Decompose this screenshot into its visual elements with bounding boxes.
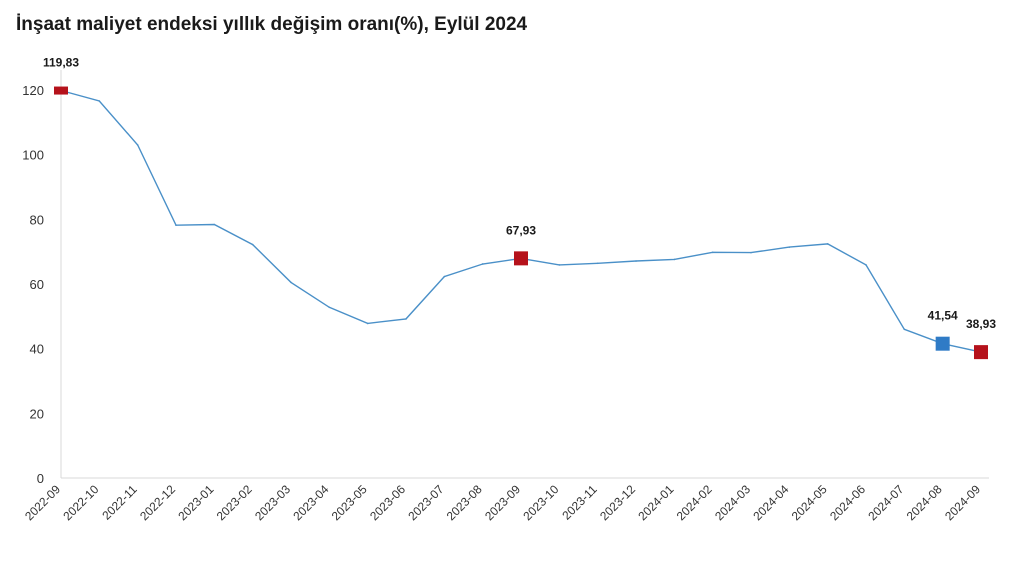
- data-point: [175, 224, 177, 226]
- x-tick-label: 2023-05: [329, 482, 370, 523]
- data-point: [481, 263, 484, 265]
- series-line: [60, 89, 982, 353]
- y-tick-label: 100: [22, 148, 44, 163]
- data-point: [750, 251, 752, 254]
- x-tick-label: 2023-07: [405, 482, 446, 523]
- data-point: [558, 264, 561, 266]
- y-tick-label: 80: [30, 212, 44, 227]
- x-tick-label: 2024-09: [942, 482, 983, 523]
- highlight-marker: [935, 336, 950, 351]
- data-point: [405, 318, 407, 320]
- x-tick-label: 2024-06: [827, 482, 868, 523]
- data-label: 38,93: [966, 317, 996, 331]
- data-point: [136, 144, 139, 146]
- highlight-marker: [54, 86, 68, 95]
- data-point: [788, 246, 791, 248]
- chart-title: İnşaat maliyet endeksi yıllık değişim or…: [16, 14, 528, 35]
- data-label: 119,83: [43, 56, 79, 70]
- x-tick-label: 2023-09: [482, 482, 523, 523]
- x-tick-label: 2023-11: [559, 482, 600, 523]
- data-point: [826, 243, 829, 245]
- x-tick-label: 2022-10: [60, 482, 101, 523]
- x-tick-label: 2022-11: [99, 482, 140, 523]
- x-tick-label: 2024-02: [674, 482, 715, 523]
- x-tick-label: 2023-06: [367, 482, 408, 523]
- x-tick-label: 2023-02: [214, 482, 255, 523]
- highlight-markers: [54, 86, 988, 360]
- y-axis-ticks: 0 20 40 60 80 100 120: [22, 83, 44, 486]
- x-tick-label: 2023-12: [597, 482, 638, 523]
- y-tick-label: 20: [30, 406, 44, 421]
- highlight-marker: [974, 345, 988, 360]
- data-point: [443, 275, 446, 278]
- data-point: [290, 281, 292, 284]
- x-tick-label: 2024-05: [789, 482, 830, 523]
- data-point: [865, 264, 867, 266]
- y-tick-label: 120: [22, 83, 44, 98]
- x-tick-label: 2023-10: [520, 482, 561, 523]
- x-tick-label: 2024-01: [635, 482, 676, 523]
- data-labels: 119,83 67,93 41,54 38,93: [43, 56, 996, 332]
- data-point: [366, 322, 369, 325]
- x-tick-label: 2023-03: [252, 482, 293, 523]
- y-tick-label: 0: [37, 471, 44, 486]
- y-tick-label: 60: [30, 277, 44, 292]
- x-tick-label: 2024-08: [904, 482, 945, 523]
- x-tick-label: 2022-12: [137, 482, 178, 523]
- data-point: [596, 262, 599, 265]
- x-axis-ticks: 2022-092022-102022-112022-122023-012023-…: [22, 482, 983, 523]
- highlight-marker: [514, 251, 528, 266]
- data-point: [711, 251, 714, 254]
- series-polyline: [60, 89, 982, 353]
- y-tick-label: 40: [30, 342, 44, 357]
- x-tick-label: 2024-07: [865, 482, 906, 523]
- data-point: [635, 260, 637, 262]
- x-tick-label: 2023-04: [290, 482, 331, 523]
- data-label: 41,54: [928, 309, 958, 323]
- data-point: [673, 258, 676, 261]
- data-point: [251, 243, 254, 246]
- x-tick-label: 2022-09: [22, 482, 63, 523]
- data-point: [213, 223, 216, 226]
- data-label: 67,93: [506, 223, 536, 237]
- x-tick-label: 2023-08: [444, 482, 485, 523]
- x-tick-label: 2024-04: [750, 482, 791, 523]
- x-tick-label: 2024-03: [712, 482, 753, 523]
- data-point: [98, 100, 101, 102]
- chart-axes: [60, 70, 989, 479]
- data-point: [903, 328, 906, 331]
- x-tick-label: 2023-01: [175, 482, 216, 523]
- data-point: [328, 306, 331, 309]
